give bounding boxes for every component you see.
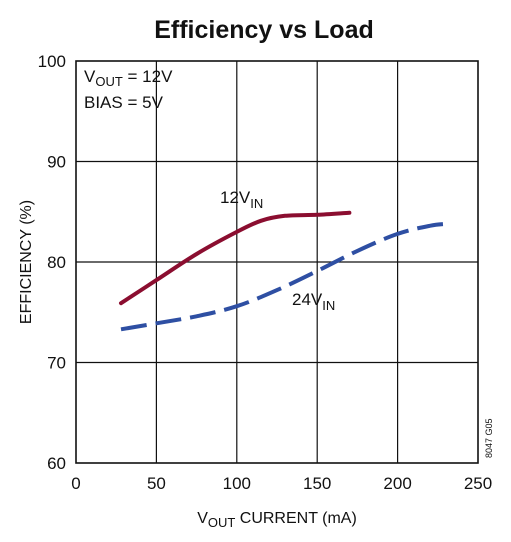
y-tick-label: 70: [47, 354, 66, 373]
y-tick-label: 80: [47, 253, 66, 272]
x-axis-label-sub: OUT: [208, 515, 236, 530]
x-tick-label: 150: [303, 474, 331, 493]
series-label-24vin: 24VIN: [292, 290, 335, 313]
series-layer: [119, 210, 450, 332]
x-tick-label: 100: [223, 474, 251, 493]
vout-annotation-main: V: [84, 67, 96, 86]
x-axis-label: VOUT CURRENT (mA): [197, 510, 357, 530]
vout-annotation: VOUT = 12V: [84, 67, 173, 89]
y-axis-label: EFFICIENCY (%): [18, 200, 35, 324]
x-axis-label-rest: CURRENT (mA): [235, 510, 356, 527]
series-label-12vin-main: 12V: [220, 188, 251, 207]
series-label-24vin-main: 24V: [292, 290, 323, 309]
grid: [76, 61, 478, 463]
figure-code: 8047 G05: [484, 418, 494, 458]
vout-annotation-sub: OUT: [95, 74, 123, 89]
x-tick-labels: 0 50 100 150 200 250: [71, 474, 492, 493]
series-line-24vin: [120, 221, 450, 332]
series-label-12vin-sub: IN: [250, 196, 263, 211]
y-tick-label: 100: [38, 52, 66, 71]
x-tick-label: 0: [71, 474, 80, 493]
y-tick-labels: 60 70 80 90 100: [38, 52, 66, 473]
bias-annotation: BIAS = 5V: [84, 93, 164, 112]
vout-annotation-rest: = 12V: [123, 67, 173, 86]
series-label-24vin-sub: IN: [322, 298, 335, 313]
x-tick-label: 250: [464, 474, 492, 493]
y-tick-label: 90: [47, 153, 66, 172]
chart-title: Efficiency vs Load: [154, 16, 374, 44]
series-line-12vin: [119, 210, 352, 306]
y-tick-label: 60: [47, 454, 66, 473]
plot-frame: [75, 60, 479, 464]
x-tick-label: 200: [383, 474, 411, 493]
x-axis-label-main: V: [197, 510, 208, 527]
series-label-12vin: 12VIN: [220, 188, 263, 211]
x-tick-label: 50: [147, 474, 166, 493]
